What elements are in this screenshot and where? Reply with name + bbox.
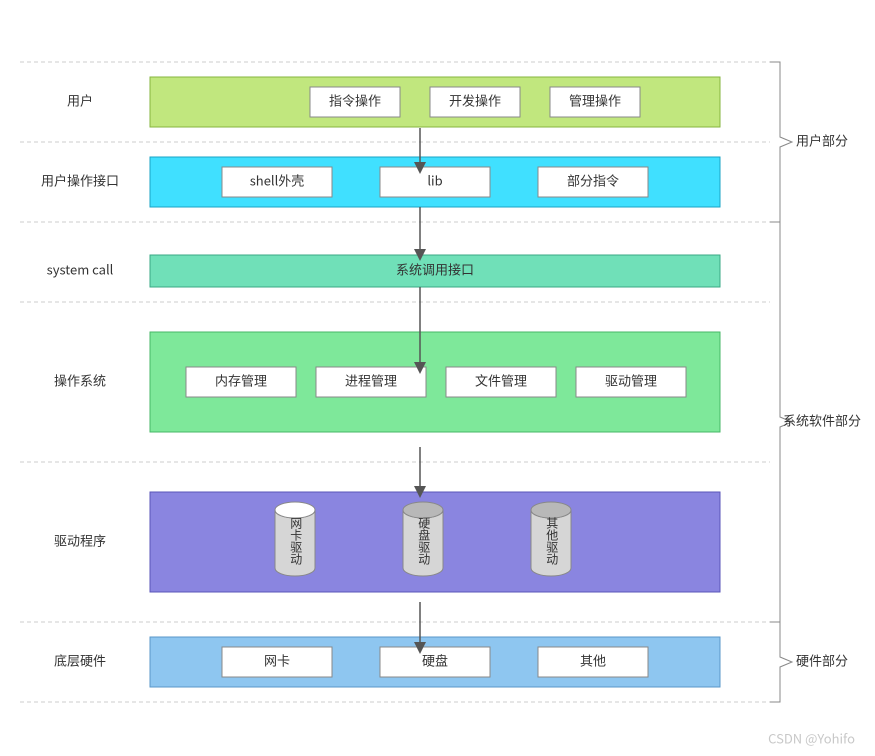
section-bracket (770, 622, 792, 702)
row-syscall: system call 系统调用接口 (47, 255, 720, 287)
item-label: 指令操作 (329, 91, 381, 110)
item-label: 进程管理 (345, 371, 397, 390)
row-label: system call (47, 260, 114, 279)
item-label: 硬盘 (422, 651, 448, 670)
row-user: 用户 指令操作 开发操作 管理操作 (67, 77, 720, 127)
row-driver: 驱动程序 网卡驱动 硬盘驱动 其他驱动 (54, 492, 720, 592)
cylinder-top (531, 502, 571, 518)
item-label: 驱动管理 (605, 371, 657, 390)
item-label: 部分指令 (567, 171, 619, 190)
bracket-label: 用户部分 (796, 131, 848, 150)
row-label: 驱动程序 (54, 531, 106, 550)
cylinder-label: 网卡驱动 (288, 517, 305, 565)
item-label: 文件管理 (475, 371, 527, 390)
row-os: 操作系统 内存管理 进程管理 文件管理 驱动管理 (54, 332, 720, 432)
cylinder-label: 硬盘驱动 (416, 517, 433, 565)
cylinder-label: 其他驱动 (544, 517, 561, 565)
item-label: 内存管理 (215, 371, 267, 390)
item-label: 开发操作 (449, 91, 501, 110)
item-label: lib (427, 171, 442, 190)
cylinder-top (275, 502, 315, 518)
row-label: 用户操作接口 (41, 171, 119, 190)
cylinder-top (403, 502, 443, 518)
item-label: 网卡 (264, 651, 290, 670)
row-label: 用户 (67, 91, 93, 110)
panel-center-text: 系统调用接口 (396, 260, 474, 279)
bracket-label: 硬件部分 (796, 651, 848, 670)
section-bracket (770, 62, 792, 222)
system-layers-diagram: 用户 指令操作 开发操作 管理操作用户操作接口 shell外壳 lib 部分指令 system… (0, 0, 875, 756)
bracket-label: 系统软件部分 (783, 411, 861, 430)
item-label: 管理操作 (569, 91, 621, 110)
row-hw: 底层硬件 网卡 硬盘 其他 (54, 637, 720, 687)
row-label: 底层硬件 (54, 651, 106, 670)
item-label: shell外壳 (250, 171, 305, 190)
row-user-if: 用户操作接口 shell外壳 lib 部分指令 (41, 157, 720, 207)
watermark: CSDN @Yohifo (768, 729, 855, 748)
item-label: 其他 (580, 651, 606, 670)
row-label: 操作系统 (54, 371, 106, 390)
